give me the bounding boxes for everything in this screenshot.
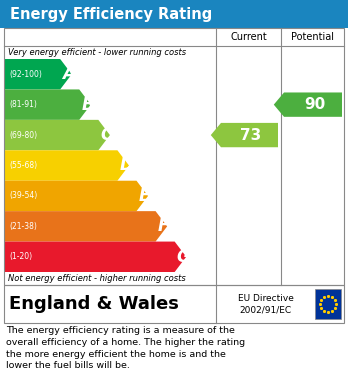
Text: (92-100): (92-100) [9, 70, 42, 79]
Bar [4, 28, 344, 285]
Bar [0, 0, 348, 28]
Text: (81-91): (81-91) [9, 100, 37, 109]
Text: (21-38): (21-38) [9, 222, 37, 231]
Text: 90: 90 [304, 97, 325, 112]
Text: (1-20): (1-20) [9, 252, 32, 261]
Text: Not energy efficient - higher running costs: Not energy efficient - higher running co… [8, 274, 186, 283]
Text: (39-54): (39-54) [9, 192, 37, 201]
Polygon shape [4, 120, 110, 150]
Text: G: G [177, 248, 190, 266]
Text: E: E [139, 187, 150, 205]
Text: B: B [81, 96, 94, 114]
Text: C: C [100, 126, 113, 144]
Text: D: D [119, 156, 133, 174]
Text: Current: Current [230, 32, 267, 42]
Text: 2002/91/EC: 2002/91/EC [239, 306, 292, 315]
Text: Potential: Potential [291, 32, 334, 42]
Polygon shape [4, 150, 129, 181]
Text: (55-68): (55-68) [9, 161, 37, 170]
Bar [4, 285, 344, 323]
Polygon shape [211, 123, 278, 147]
Bar [315, 289, 341, 319]
Text: The energy efficiency rating is a measure of the
overall efficiency of a home. T: The energy efficiency rating is a measur… [6, 326, 245, 370]
Text: A: A [62, 65, 75, 83]
Text: 73: 73 [240, 127, 262, 143]
Polygon shape [274, 92, 342, 117]
Polygon shape [4, 59, 72, 90]
Text: (69-80): (69-80) [9, 131, 37, 140]
Text: EU Directive: EU Directive [238, 294, 293, 303]
Text: England & Wales: England & Wales [9, 295, 179, 313]
Text: F: F [158, 217, 169, 235]
Polygon shape [4, 211, 167, 242]
Polygon shape [4, 242, 186, 272]
Text: Energy Efficiency Rating: Energy Efficiency Rating [10, 7, 212, 22]
Text: Very energy efficient - lower running costs: Very energy efficient - lower running co… [8, 48, 186, 57]
Polygon shape [4, 181, 148, 211]
Polygon shape [4, 90, 91, 120]
